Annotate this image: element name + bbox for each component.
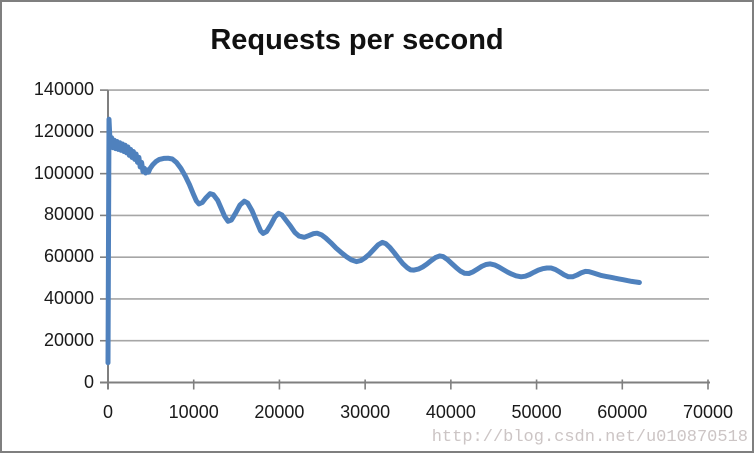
x-axis-tick-label: 20000 (254, 402, 305, 422)
chart-title: Requests per second (210, 24, 504, 56)
x-axis-tick-label: 30000 (340, 402, 391, 422)
watermark-text: http://blog.csdn.net/u010870518 (431, 428, 748, 447)
y-axis-tick-label: 80000 (43, 204, 94, 225)
y-axis-tick-label: 20000 (43, 329, 94, 350)
y-axis-tick-label: 40000 (43, 287, 94, 308)
x-axis-tick-label: 70000 (682, 402, 734, 422)
y-axis-tick-label: 120000 (33, 120, 94, 141)
x-axis-tick-label: 40000 (425, 402, 476, 422)
x-axis-tick-label: 50000 (511, 402, 562, 422)
series-line-requests-per-second (105, 116, 642, 366)
x-axis-tick-label: 60000 (597, 402, 648, 422)
x-axis-tick-label: 10000 (168, 402, 219, 422)
x-axis-tick-label: 0 (102, 402, 113, 422)
y-axis-tick-label: 0 (83, 371, 94, 392)
y-axis-tick-label: 100000 (33, 162, 94, 183)
y-axis-tick-label: 60000 (43, 246, 94, 267)
y-axis-tick-label: 140000 (33, 79, 94, 100)
